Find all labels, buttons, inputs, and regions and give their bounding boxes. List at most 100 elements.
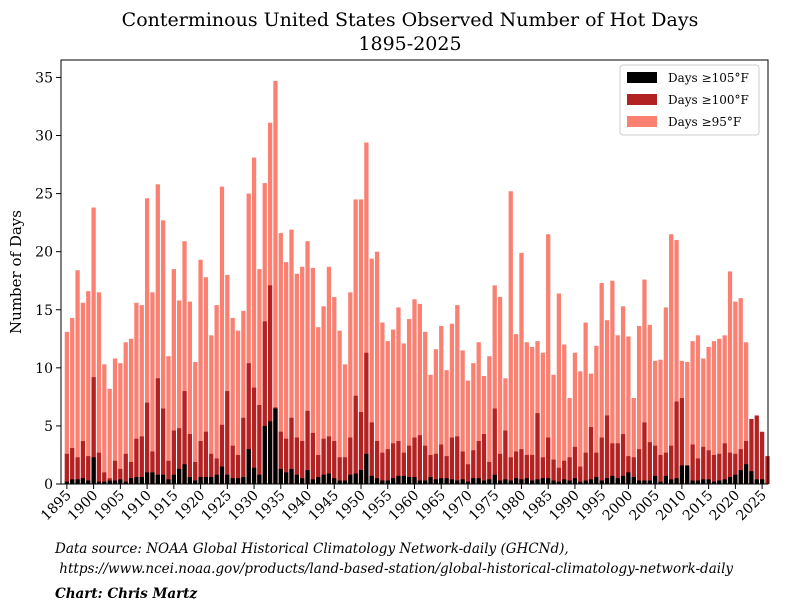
- y-tick-label: 5: [44, 419, 53, 435]
- bar-d100-2001: [631, 457, 636, 484]
- bar-d100-1998: [615, 443, 620, 484]
- x-axis: 1895190019051910191519201925193019351940…: [38, 484, 770, 524]
- x-tick-label: 2025: [733, 488, 770, 525]
- bar-d105-1957: [396, 475, 401, 484]
- bar-d95-1965: [439, 326, 444, 484]
- bar-d105-1898: [80, 478, 86, 484]
- bar-d95-1997: [610, 280, 615, 484]
- legend-label-100: Days ≥100°F: [668, 93, 749, 107]
- x-tick-label: 1995: [573, 488, 610, 525]
- bar-d100-1956: [390, 443, 396, 484]
- bar-d105-1949: [353, 473, 358, 484]
- bar-d95-1907: [128, 338, 134, 484]
- bar-d105-1937: [289, 468, 294, 484]
- bar-d105-1986: [551, 480, 556, 484]
- bar-d100-1911: [150, 451, 155, 484]
- bar-d95-1981: [524, 342, 529, 484]
- bar-d100-1918: [187, 434, 193, 484]
- bar-d100-1963: [428, 454, 433, 484]
- bar-d100-1972: [476, 441, 481, 484]
- bar-d100-1917: [182, 391, 187, 484]
- bar-d105-1945: [332, 478, 337, 484]
- bar-d100-1958: [401, 452, 406, 484]
- bar-d100-1962: [423, 445, 428, 484]
- bar-d100-1986: [551, 459, 556, 484]
- bar-d105-1985: [546, 478, 551, 484]
- bar-d95-1914: [166, 356, 171, 484]
- bar-d105-1954: [380, 480, 385, 484]
- bar-d105-1999: [620, 475, 626, 484]
- bar-d100-1928: [241, 417, 246, 484]
- bar-d95-2007: [663, 307, 668, 484]
- bar-d100-1895: [64, 453, 70, 484]
- bar-d105-1972: [476, 478, 481, 484]
- bar-d95-1976: [497, 296, 503, 484]
- bar-d105-2014: [701, 479, 706, 484]
- bar-d95-1930: [251, 157, 257, 484]
- y-tick-label: 35: [35, 70, 53, 86]
- bar-d95-1916: [177, 300, 182, 484]
- bar-d105-1925: [225, 474, 230, 484]
- x-tick-label: 1915: [145, 488, 182, 525]
- bar-d105-1935: [278, 468, 283, 484]
- bar-d105-1951: [364, 453, 369, 484]
- bar-d105-1914: [166, 479, 171, 484]
- bar-d105-1980: [519, 479, 524, 484]
- bar-d95-1921: [203, 277, 209, 484]
- bar-d105-1924: [219, 466, 225, 484]
- bar-d95-2017: [717, 338, 722, 484]
- bar-d105-1923: [214, 474, 219, 484]
- bar-d105-1947: [342, 480, 348, 484]
- bar-d100-2009: [674, 401, 679, 484]
- bar-d100-1920: [198, 441, 203, 484]
- y-tick-label: 20: [35, 245, 53, 261]
- bar-d105-1944: [326, 473, 332, 484]
- bar-d100-1914: [166, 460, 171, 484]
- bar-d105-2000: [626, 472, 631, 484]
- bar-d95-1983: [535, 341, 540, 484]
- x-tick-label: 1965: [413, 488, 450, 525]
- bar-d100-1901: [96, 452, 102, 484]
- bar-d105-1932: [262, 425, 267, 484]
- bar-d95-2009: [674, 240, 679, 484]
- bar-d105-2020: [733, 474, 738, 484]
- bar-d95-1917: [182, 241, 187, 484]
- bar-d105-1988: [562, 479, 567, 484]
- bar-d100-1988: [562, 460, 567, 484]
- bar-d105-2021: [738, 470, 743, 484]
- bar-d105-2022: [743, 464, 749, 484]
- data-source-line-1: Data source: NOAA Global Historical Clim…: [55, 541, 569, 557]
- bar-d95-1974: [487, 356, 492, 484]
- bar-d105-1918: [187, 477, 193, 484]
- bar-d95-1966: [444, 370, 449, 484]
- bar-d95-1978: [508, 191, 513, 484]
- bar-d100-1937: [289, 417, 294, 484]
- bar-d95-1941: [310, 267, 316, 484]
- chart-credit: Chart: Chris Martz: [55, 586, 198, 602]
- bar-d95-2011: [685, 362, 690, 484]
- bar-d100-1969: [460, 451, 465, 484]
- bar-d100-1980: [519, 449, 524, 484]
- bar-d95-1901: [96, 292, 102, 484]
- bar-d95-1929: [246, 193, 251, 484]
- bar-d100-1959: [407, 445, 412, 484]
- bar-d105-1976: [497, 480, 503, 484]
- bar-d105-1917: [182, 464, 187, 484]
- bar-d100-1997: [610, 443, 615, 484]
- bar-d100-2023: [749, 418, 754, 484]
- bar-d100-1941: [310, 432, 316, 484]
- y-tick-label: 30: [35, 129, 53, 145]
- bar-d105-2023: [749, 471, 754, 484]
- bar-d105-2018: [722, 479, 727, 484]
- bar-d95-1940: [305, 241, 310, 484]
- bar-d105-2015: [706, 479, 711, 484]
- bar-d95-1926: [230, 317, 235, 484]
- bar-d100-1940: [305, 410, 310, 484]
- bar-d105-1975: [492, 474, 497, 484]
- bar-d100-1975: [492, 408, 497, 484]
- bar-d105-1991: [578, 481, 583, 484]
- bar-d105-1905: [118, 479, 123, 484]
- bar-d105-1959: [407, 477, 412, 484]
- bar-d95-1904: [112, 358, 118, 484]
- bar-d100-1993: [588, 427, 594, 484]
